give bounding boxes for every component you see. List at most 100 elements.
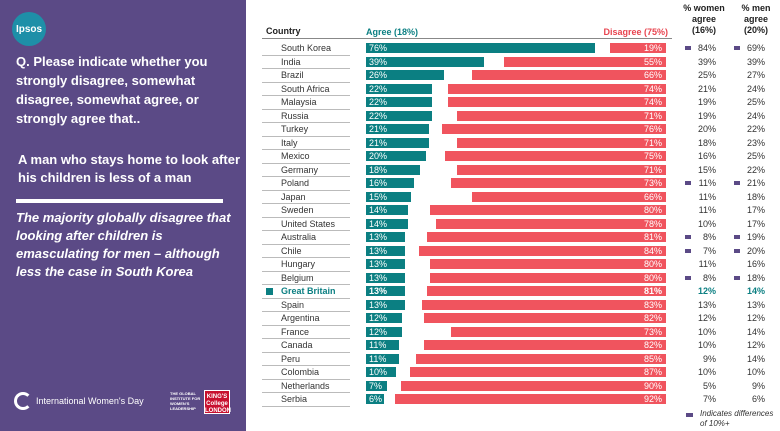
country-label: Peru [281, 353, 301, 364]
agree-bar [366, 286, 406, 296]
agree-bar [366, 326, 403, 337]
women-agree-value: 11% [698, 205, 716, 215]
disagree-value-label: 73% [643, 326, 662, 337]
agree-bar [366, 164, 421, 175]
men-agree-value: 18% [746, 191, 765, 202]
disagree-bar [424, 340, 666, 350]
disagree-bar [610, 43, 666, 53]
country-label: France [281, 326, 310, 337]
agree-value-label: 6% [369, 394, 383, 404]
row-divider [262, 324, 350, 326]
country-label: Mexico [281, 151, 310, 161]
highlight-marker [266, 288, 273, 295]
disagree-value-label: 66% [643, 191, 662, 202]
men-agree-value: 16% [746, 259, 765, 269]
row-divider [262, 351, 350, 353]
agree-value-label: 10% [369, 367, 388, 377]
agree-value-label: 76% [369, 43, 388, 53]
country-label: Spain [281, 299, 305, 310]
agree-value-label: 13% [369, 259, 388, 269]
disagree-bar [456, 137, 666, 148]
women-agree-value: 8% [702, 272, 716, 283]
kcl-logo: KING'S College LONDON [204, 390, 231, 414]
disagree-value-label: 85% [643, 353, 662, 364]
iwd-logo: International Women's Day [14, 392, 144, 410]
agree-bar [366, 43, 595, 53]
women-agree-value: 5% [702, 380, 716, 391]
women-agree-value: 19% [697, 97, 716, 107]
agree-value-label: 20% [369, 151, 388, 161]
agree-value-label: 15% [369, 191, 388, 202]
women-agree-value: 7% [702, 394, 716, 404]
disagree-bar [471, 191, 666, 202]
disagree-bar [448, 83, 666, 94]
agree-value-label: 11% [369, 353, 387, 364]
legend-text: Indicates differences of 10%+ [700, 409, 774, 428]
row-divider [262, 162, 350, 164]
agree-bar [366, 110, 433, 121]
row-divider [262, 203, 350, 204]
agree-bar [366, 272, 406, 283]
row-divider [262, 257, 350, 258]
disagree-value-label: 71% [643, 137, 662, 148]
agree-bar [366, 367, 397, 377]
women-flag-icon [685, 275, 691, 280]
row-divider [262, 68, 350, 69]
agree-bar [366, 124, 430, 134]
disagree-value-label: 84% [643, 245, 662, 256]
country-header: Country [266, 26, 301, 36]
women-agree-value: 39% [697, 56, 716, 67]
row-divider [262, 378, 350, 380]
country-label: Great Britain [281, 286, 336, 296]
agree-value-label: 14% [369, 218, 388, 229]
men-agree-value: 24% [746, 83, 765, 94]
men-agree-value: 12% [746, 340, 765, 350]
men-agree-header: % men agree (20%) [741, 3, 771, 35]
row-divider [262, 311, 350, 312]
row-divider [262, 338, 350, 339]
disagree-bar [471, 70, 666, 80]
agree-bar [366, 218, 409, 229]
men-agree-value: 25% [746, 97, 765, 107]
men-agree-value: 27% [746, 70, 765, 80]
country-label: South Korea [281, 43, 332, 53]
women-agree-value: 84% [697, 43, 716, 53]
country-label: Colombia [281, 367, 320, 377]
men-agree-value: 69% [746, 43, 765, 53]
agree-bar [366, 151, 427, 161]
men-agree-value: 9% [751, 380, 765, 391]
insight-text: The majority globally disagree that look… [16, 210, 231, 279]
disagree-value-label: 75% [643, 151, 662, 161]
agree-bar [366, 313, 403, 323]
row-divider [262, 54, 350, 56]
disagree-bar [450, 178, 666, 188]
agree-value-label: 13% [369, 286, 388, 296]
iwd-label: International Women's Day [36, 396, 144, 406]
row-divider [262, 189, 350, 191]
disagree-bar [400, 380, 666, 391]
agree-bar [366, 245, 406, 256]
disagree-value-label: 78% [643, 218, 662, 229]
women-agree-value: 21% [697, 83, 716, 94]
country-label: South Africa [281, 83, 330, 94]
row-divider [262, 108, 350, 110]
country-label: India [281, 56, 301, 67]
women-agree-value: 11% [698, 259, 716, 269]
disagree-bar [427, 232, 666, 242]
country-label: Serbia [281, 394, 308, 404]
men-flag-icon [734, 248, 740, 253]
row-divider [262, 230, 350, 231]
ipsos-logo: Ipsos [12, 12, 46, 46]
country-label: United States [281, 218, 336, 229]
women-agree-value: 25% [697, 70, 716, 80]
row-divider [262, 176, 350, 177]
row-divider [262, 270, 350, 272]
disagree-value-label: 90% [643, 380, 662, 391]
disagree-value-label: 66% [643, 70, 662, 80]
agree-value-label: 13% [369, 299, 388, 310]
agree-bar [366, 232, 406, 242]
question-text: Q. Please indicate whether you strongly … [16, 54, 208, 126]
country-label: Argentina [281, 313, 320, 323]
agree-header: Agree (18%) [366, 27, 419, 37]
agree-bar [366, 205, 409, 215]
